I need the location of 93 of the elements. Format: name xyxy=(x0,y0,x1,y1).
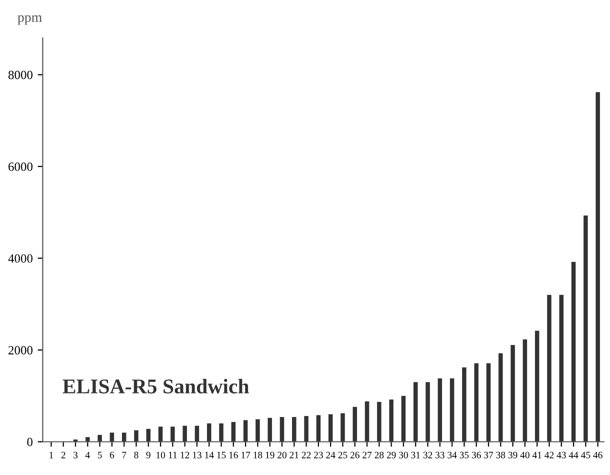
bar xyxy=(219,423,224,442)
bar xyxy=(268,418,272,442)
x-tick-label: 31 xyxy=(411,452,420,458)
bar xyxy=(547,294,552,442)
x-tick-label: 32 xyxy=(423,452,432,458)
x-tick-label: 17 xyxy=(242,452,250,458)
x-tick-label: 34 xyxy=(448,452,457,458)
bar xyxy=(450,378,454,442)
x-tick-label: 8 xyxy=(134,452,138,458)
annotation: ELISA-R5 Sandwich xyxy=(62,378,250,394)
x-tick-label: 1 xyxy=(50,452,54,458)
x-tick-label: 46 xyxy=(593,452,602,458)
x-tick-label: 45 xyxy=(581,452,590,458)
bar xyxy=(86,437,90,442)
bar xyxy=(584,216,588,442)
bar xyxy=(571,262,576,442)
bar xyxy=(231,422,236,442)
bar xyxy=(98,434,102,442)
y-tick-label: 8000 xyxy=(8,70,32,80)
bar xyxy=(194,426,200,442)
y-axis-title: ppm xyxy=(18,15,42,25)
bar xyxy=(596,92,600,442)
bar xyxy=(206,423,212,442)
x-tick-label: 27 xyxy=(362,452,372,458)
x-tick-label: 14 xyxy=(205,452,214,458)
x-tick-label: 20 xyxy=(278,452,286,458)
bar xyxy=(182,426,187,442)
x-tick-label: 28 xyxy=(374,452,384,458)
bar xyxy=(426,382,430,442)
bar xyxy=(401,396,406,442)
bar xyxy=(280,416,284,442)
bar xyxy=(522,339,528,442)
bar xyxy=(559,294,564,442)
x-tick-label: 12 xyxy=(180,452,190,458)
x-tick-label: 4 xyxy=(85,452,90,458)
x-tick-label: 26 xyxy=(350,452,360,458)
bar xyxy=(243,420,248,442)
x-tick-label: 24 xyxy=(326,452,336,458)
bar xyxy=(328,414,333,442)
bar xyxy=(304,416,308,442)
x-tick-label: 16 xyxy=(229,452,238,458)
x-tick-label: 19 xyxy=(266,452,274,458)
bar xyxy=(134,430,138,442)
bar xyxy=(498,353,503,442)
y-tick-label: 4000 xyxy=(8,254,32,263)
x-tick-label: 29 xyxy=(386,452,396,458)
x-tick-label: 18 xyxy=(254,452,262,458)
bar xyxy=(438,378,442,442)
x-tick-label: 44 xyxy=(568,452,578,458)
x-tick-label: 9 xyxy=(146,452,150,458)
x-tick-label: 42 xyxy=(544,452,554,458)
x-tick-label: 40 xyxy=(520,452,530,458)
x-tick-label: 22 xyxy=(302,452,311,458)
x-tick-label: 13 xyxy=(192,452,202,458)
bar xyxy=(534,330,540,442)
x-tick-label: 7 xyxy=(122,452,126,458)
x-tick-label: 30 xyxy=(399,452,408,458)
x-tick-label: 33 xyxy=(436,452,444,458)
x-tick-label: 15 xyxy=(217,452,226,458)
x-tick-label: 43 xyxy=(556,452,566,458)
x-tick-label: 25 xyxy=(338,452,348,458)
x-tick-label: 36 xyxy=(472,452,481,458)
bar xyxy=(352,406,358,442)
x-tick-label: 38 xyxy=(496,452,506,458)
x-tick-label: 39 xyxy=(508,452,518,458)
x-tick-label: 11 xyxy=(168,452,177,458)
x-tick-label: 23 xyxy=(314,452,323,458)
bar xyxy=(170,426,175,442)
bar xyxy=(158,426,163,442)
x-tick-label: 6 xyxy=(110,452,114,458)
y-tick-label: 6000 xyxy=(8,162,32,171)
bar xyxy=(389,400,394,442)
bar xyxy=(377,402,382,442)
x-tick-label: 2 xyxy=(61,452,66,458)
bar xyxy=(316,415,321,442)
x-tick-label: 3 xyxy=(74,452,78,458)
bar xyxy=(413,382,418,442)
x-tick-label: 37 xyxy=(484,452,494,458)
bar xyxy=(340,413,345,442)
x-tick-label: 5 xyxy=(98,452,102,458)
bar xyxy=(292,416,296,442)
bar xyxy=(486,363,491,442)
bar xyxy=(462,367,466,442)
bar xyxy=(474,363,478,442)
x-tick-label: 10 xyxy=(156,452,166,458)
x-tick-label: 41 xyxy=(532,452,542,458)
x-tick-label: 35 xyxy=(460,452,469,458)
y-tick-label: 2000 xyxy=(8,346,32,354)
bar xyxy=(256,419,260,442)
x-tick-label: 21 xyxy=(290,452,298,458)
bar xyxy=(510,344,515,442)
y-tick-label: 0 xyxy=(27,438,32,446)
bar xyxy=(364,401,370,442)
